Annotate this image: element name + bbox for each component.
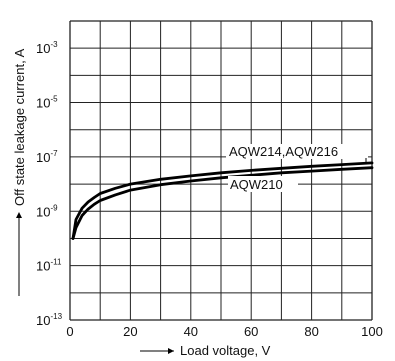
x-tick-labels: 0 20 40 60 80 100 <box>66 324 382 339</box>
y-tick-labels: 10-13 10-11 10-9 10-7 10-5 10-3 <box>36 40 63 328</box>
series-label-aqw214-aqw216: AQW214,AQW216 <box>229 144 338 159</box>
y-axis-arrowhead <box>16 212 22 218</box>
plot-series <box>71 161 374 240</box>
x-tick-label: 100 <box>361 324 383 339</box>
y-tick-label: 10-13 <box>36 312 63 328</box>
series-annotations: AQW214,AQW216 AQW210 <box>226 144 368 192</box>
y-tick-label: 10-3 <box>36 40 58 56</box>
x-tick-label: 0 <box>66 324 73 339</box>
y-tick-label: 10-11 <box>36 258 62 274</box>
y-tick-label: 10-5 <box>36 95 58 111</box>
series-label-aqw210: AQW210 <box>230 177 283 192</box>
axis-labels: Load voltage, V Off state leakage current… <box>12 48 271 358</box>
y-tick-label: 10-9 <box>36 203 58 219</box>
annotation-bg <box>228 176 298 192</box>
plot-grid <box>69 20 373 321</box>
x-tick-label: 80 <box>304 324 318 339</box>
y-axis-label: Off state leakage current, A <box>12 48 27 206</box>
x-tick-label: 40 <box>184 324 198 339</box>
y-tick-label: 10-7 <box>36 149 58 165</box>
series-line-aqw214-aqw216 <box>71 161 374 240</box>
annotation-bg <box>226 144 368 159</box>
x-axis-arrowhead <box>168 348 174 354</box>
x-axis-label: Load voltage, V <box>180 343 271 358</box>
x-tick-label: 20 <box>123 324 137 339</box>
x-tick-label: 60 <box>244 324 258 339</box>
series-line-aqw210 <box>71 166 374 240</box>
